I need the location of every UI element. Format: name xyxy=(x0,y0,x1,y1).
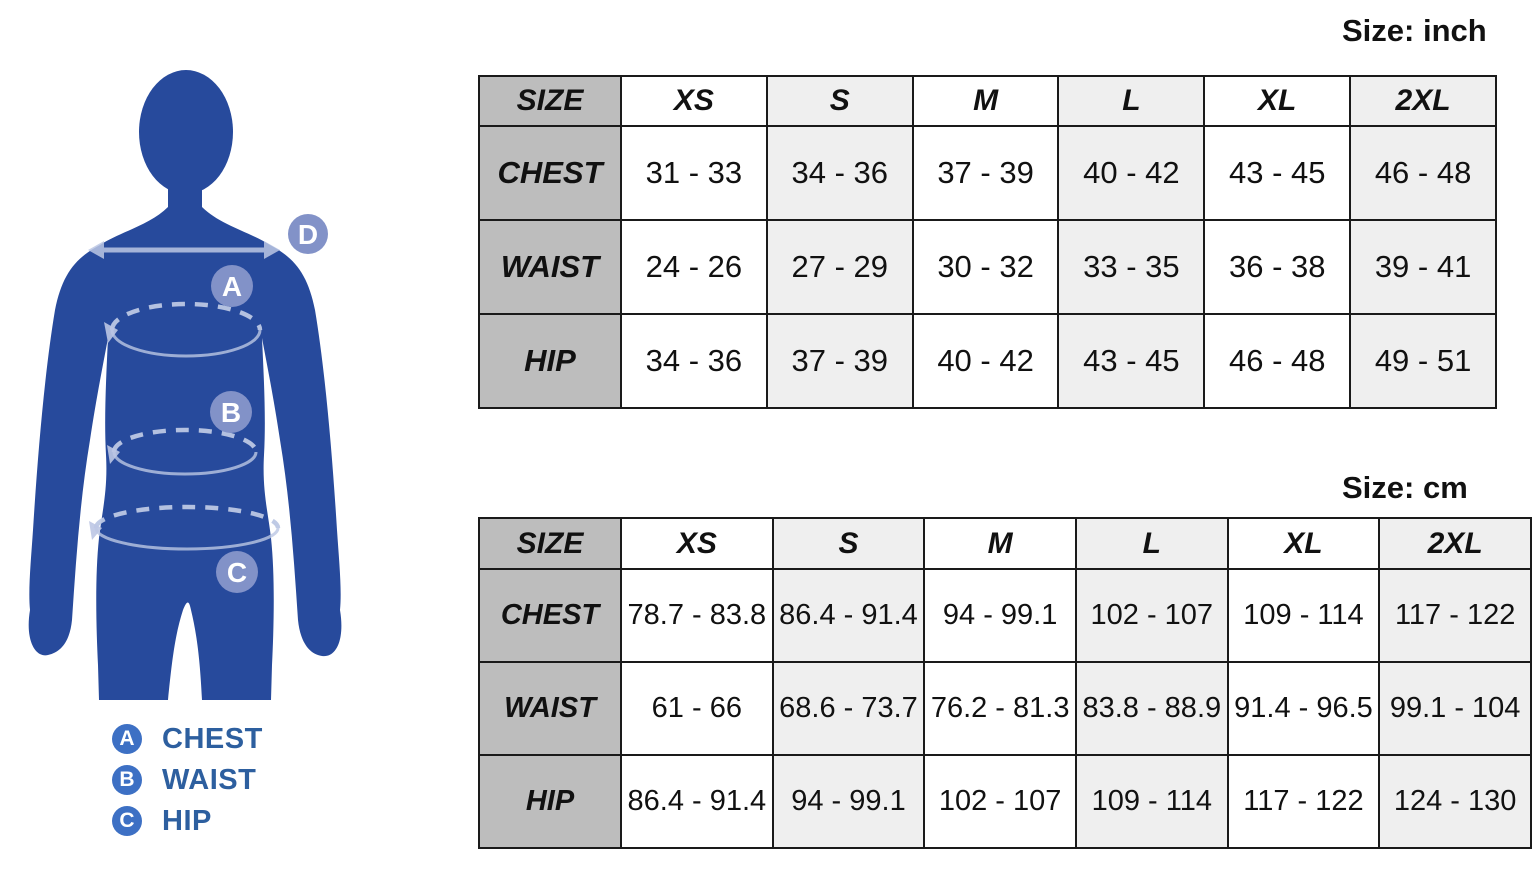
cm-chest-row: CHEST 78.7 - 83.8 86.4 - 91.4 94 - 99.1 … xyxy=(478,568,1532,663)
inch-hip-2xl: 49 - 51 xyxy=(1349,313,1497,409)
inch-table-title: Size: inch xyxy=(1342,13,1487,48)
waist-measure-line xyxy=(107,427,259,476)
legend-item-chest: A CHEST xyxy=(112,722,263,755)
body-measurement-diagram: D A B C xyxy=(28,70,342,700)
cm-waist-xs: 61 - 66 xyxy=(620,661,774,756)
size-chart-cm-table: SIZE XS S M L XL 2XL CHEST 78.7 - 83.8 8… xyxy=(478,517,1532,849)
inch-header-l: L xyxy=(1057,75,1206,127)
body-silhouette xyxy=(28,178,342,700)
legend-badge-c: C xyxy=(112,806,142,836)
cm-waist-row: WAIST 61 - 66 68.6 - 73.7 76.2 - 81.3 83… xyxy=(478,661,1532,756)
cm-hip-xs: 86.4 - 91.4 xyxy=(620,754,774,849)
marker-d-badge: D xyxy=(288,214,328,254)
cm-header-xl: XL xyxy=(1226,517,1381,570)
inch-header-xl: XL xyxy=(1203,75,1352,127)
cm-table-title: Size: cm xyxy=(1342,470,1468,505)
cm-hip-l: 109 - 114 xyxy=(1074,754,1229,849)
cm-hip-s: 94 - 99.1 xyxy=(771,754,926,849)
cm-waist-m: 76.2 - 81.3 xyxy=(923,661,1077,756)
inch-chest-m: 37 - 39 xyxy=(911,125,1060,221)
inch-header-row: SIZE XS S M L XL 2XL xyxy=(478,75,1497,127)
inch-chest-2xl: 46 - 48 xyxy=(1349,125,1497,221)
cm-header-2xl: 2XL xyxy=(1378,517,1532,570)
cm-chest-m: 94 - 99.1 xyxy=(923,568,1077,663)
measurement-legend: A CHEST B WAIST C HIP xyxy=(112,722,263,837)
inch-hip-label: HIP xyxy=(478,313,622,409)
inch-header-xs: XS xyxy=(620,75,768,127)
inch-chest-l: 40 - 42 xyxy=(1057,125,1206,221)
cm-waist-label: WAIST xyxy=(478,661,622,756)
inch-waist-xs: 24 - 26 xyxy=(620,219,768,315)
cm-chest-xl: 109 - 114 xyxy=(1226,568,1381,663)
legend-badge-b: B xyxy=(112,765,142,795)
cm-header-row: SIZE XS S M L XL 2XL xyxy=(478,517,1532,570)
cm-waist-s: 68.6 - 73.7 xyxy=(771,661,926,756)
head-silhouette xyxy=(139,70,233,194)
inch-waist-2xl: 39 - 41 xyxy=(1349,219,1497,315)
cm-header-xs: XS xyxy=(620,517,774,570)
chest-measure-line xyxy=(104,301,263,358)
cm-header-l: L xyxy=(1074,517,1229,570)
inch-waist-xl: 36 - 38 xyxy=(1203,219,1352,315)
marker-d-letter: D xyxy=(298,219,318,250)
marker-b-badge: B xyxy=(210,391,252,433)
inch-header-size: SIZE xyxy=(478,75,622,127)
cm-hip-2xl: 124 - 130 xyxy=(1378,754,1532,849)
cm-waist-l: 83.8 - 88.9 xyxy=(1074,661,1229,756)
inch-header-s: S xyxy=(765,75,914,127)
legend-label-chest: CHEST xyxy=(162,722,263,755)
hip-measure-line xyxy=(89,504,281,551)
inch-waist-m: 30 - 32 xyxy=(911,219,1060,315)
cm-header-size: SIZE xyxy=(478,517,622,570)
inch-hip-xs: 34 - 36 xyxy=(620,313,768,409)
marker-b-letter: B xyxy=(221,397,241,428)
legend-badge-a: A xyxy=(112,724,142,754)
marker-c-badge: C xyxy=(216,551,258,593)
inch-chest-row: CHEST 31 - 33 34 - 36 37 - 39 40 - 42 43… xyxy=(478,125,1497,221)
inch-waist-label: WAIST xyxy=(478,219,622,315)
shoulder-width-arrow xyxy=(88,241,280,259)
inch-hip-l: 43 - 45 xyxy=(1057,313,1206,409)
legend-label-hip: HIP xyxy=(162,804,212,837)
cm-hip-m: 102 - 107 xyxy=(923,754,1077,849)
inch-chest-label: CHEST xyxy=(478,125,622,221)
cm-header-s: S xyxy=(771,517,926,570)
cm-hip-row: HIP 86.4 - 91.4 94 - 99.1 102 - 107 109 … xyxy=(478,754,1532,849)
size-chart-inch-table: SIZE XS S M L XL 2XL CHEST 31 - 33 34 - … xyxy=(478,75,1497,409)
inch-chest-xl: 43 - 45 xyxy=(1203,125,1352,221)
inch-hip-row: HIP 34 - 36 37 - 39 40 - 42 43 - 45 46 -… xyxy=(478,313,1497,409)
inch-waist-row: WAIST 24 - 26 27 - 29 30 - 32 33 - 35 36… xyxy=(478,219,1497,315)
inch-header-2xl: 2XL xyxy=(1349,75,1497,127)
cm-hip-xl: 117 - 122 xyxy=(1226,754,1381,849)
cm-chest-2xl: 117 - 122 xyxy=(1378,568,1532,663)
cm-hip-label: HIP xyxy=(478,754,622,849)
cm-header-m: M xyxy=(923,517,1077,570)
cm-chest-s: 86.4 - 91.4 xyxy=(771,568,926,663)
cm-waist-xl: 91.4 - 96.5 xyxy=(1226,661,1381,756)
marker-a-letter: A xyxy=(222,271,242,302)
inch-chest-s: 34 - 36 xyxy=(765,125,914,221)
legend-item-waist: B WAIST xyxy=(112,763,263,796)
inch-hip-xl: 46 - 48 xyxy=(1203,313,1352,409)
inch-header-m: M xyxy=(911,75,1060,127)
legend-label-waist: WAIST xyxy=(162,763,257,796)
marker-c-letter: C xyxy=(227,557,247,588)
marker-a-badge: A xyxy=(211,265,253,307)
inch-chest-xs: 31 - 33 xyxy=(620,125,768,221)
inch-waist-s: 27 - 29 xyxy=(765,219,914,315)
cm-chest-l: 102 - 107 xyxy=(1074,568,1229,663)
inch-waist-l: 33 - 35 xyxy=(1057,219,1206,315)
inch-hip-m: 40 - 42 xyxy=(911,313,1060,409)
cm-waist-2xl: 99.1 - 104 xyxy=(1378,661,1532,756)
legend-item-hip: C HIP xyxy=(112,804,263,837)
cm-chest-label: CHEST xyxy=(478,568,622,663)
cm-chest-xs: 78.7 - 83.8 xyxy=(620,568,774,663)
inch-hip-s: 37 - 39 xyxy=(765,313,914,409)
